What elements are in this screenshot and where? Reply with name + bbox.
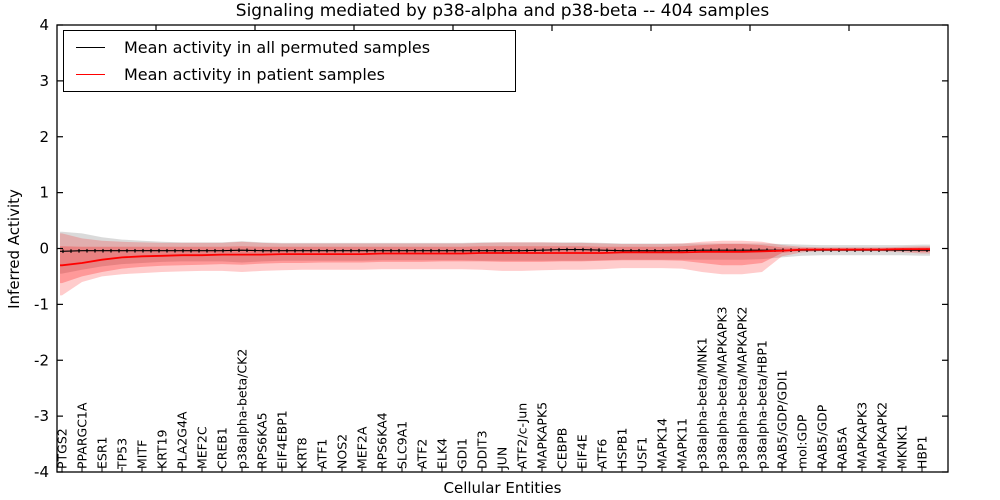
x-category-label: mol:GDP	[795, 414, 810, 469]
x-category-label: MAPK14	[655, 418, 670, 469]
x-category-label: USF1	[635, 437, 650, 469]
x-category-label: CEBPB	[555, 428, 570, 469]
legend-entry-permuted: Mean activity in all permuted samples	[76, 38, 515, 57]
x-category-label: MAPKAPK5	[535, 402, 550, 469]
x-category-label: NOS2	[335, 434, 350, 469]
x-category-label: MEF2A	[355, 426, 370, 469]
x-category-label: HBP1	[915, 436, 930, 469]
x-category-label: HSPB1	[615, 428, 630, 469]
x-category-label: p38alpha-beta/MAPKAPK2	[735, 307, 750, 470]
x-category-label: p38alpha-beta/MAPKAPK3	[715, 307, 730, 470]
y-tick-label: 3	[39, 72, 49, 90]
x-category-label: ELK4	[435, 438, 450, 469]
x-category-label: MEF2C	[195, 426, 210, 469]
x-category-label: GDI1	[455, 438, 470, 469]
y-tick-label: -4	[34, 463, 49, 481]
x-category-label: EIF4EBP1	[275, 410, 290, 469]
y-tick-label: 4	[39, 16, 49, 34]
x-category-label: MAPKAPK2	[875, 402, 890, 469]
x-category-label: ATF6	[595, 439, 610, 469]
band-patient-sample-range-outer	[60, 233, 930, 296]
x-category-label: PLA2G4A	[175, 411, 190, 469]
series-line	[60, 248, 930, 267]
legend-entry-patient: Mean activity in patient samples	[76, 65, 515, 84]
x-category-label: TP53	[115, 438, 130, 470]
y-tick-label: -2	[34, 351, 49, 369]
y-tick-label: -3	[34, 407, 49, 425]
x-category-label: PTGS2	[55, 428, 70, 469]
x-category-label: p38alpha-beta/MNK1	[695, 337, 710, 469]
x-category-label: RPS6KA4	[375, 412, 390, 469]
x-category-label: ATF1	[315, 439, 330, 469]
x-category-label: MAPKAPK3	[855, 402, 870, 469]
x-category-label: MITF	[135, 440, 150, 469]
x-category-label: KRT19	[155, 429, 170, 469]
y-tick-label: -1	[34, 295, 49, 313]
y-tick-label: 0	[39, 240, 49, 258]
x-category-label: p38alpha-beta/HBP1	[755, 340, 770, 469]
x-category-label: ESR1	[95, 437, 110, 469]
x-category-label: PPARGC1A	[75, 402, 90, 469]
x-category-label: RAB5A	[835, 427, 850, 469]
y-tick-label: 2	[39, 128, 49, 146]
x-category-label: SLC9A1	[395, 421, 410, 469]
x-category-label: RAB5/GDP	[815, 404, 830, 469]
plot-frame	[56, 24, 949, 473]
x-category-label: EIF4E	[575, 434, 590, 469]
y-tick-label: 1	[39, 184, 49, 202]
x-category-label: MAPK11	[675, 418, 690, 469]
x-category-label: KRT8	[295, 437, 310, 469]
x-category-label: p38alpha-beta/CK2	[235, 349, 250, 469]
patient-line-swatch	[76, 73, 105, 75]
x-category-label: RPS6KA5	[255, 412, 270, 469]
x-axis-label: Cellular Entities	[443, 479, 562, 497]
x-category-label: ATF2/c-Jun	[515, 403, 530, 469]
legend: Mean activity in all permuted samples Me…	[63, 30, 516, 92]
x-category-label: MKNK1	[895, 425, 910, 469]
legend-label-permuted: Mean activity in all permuted samples	[124, 38, 431, 58]
x-category-label: DDIT3	[475, 430, 490, 469]
permuted-line-swatch	[76, 47, 105, 49]
chart-title: Signaling mediated by p38-alpha and p38-…	[235, 1, 770, 21]
x-category-label: CREB1	[215, 427, 230, 469]
x-category-label: RAB5/GDP/GDI1	[775, 370, 790, 469]
legend-label-patient: Mean activity in patient samples	[124, 64, 385, 84]
y-axis-label: Inferred Activity	[5, 189, 23, 309]
x-category-label: ATF2	[415, 439, 430, 469]
x-category-label: JUN	[495, 447, 510, 470]
